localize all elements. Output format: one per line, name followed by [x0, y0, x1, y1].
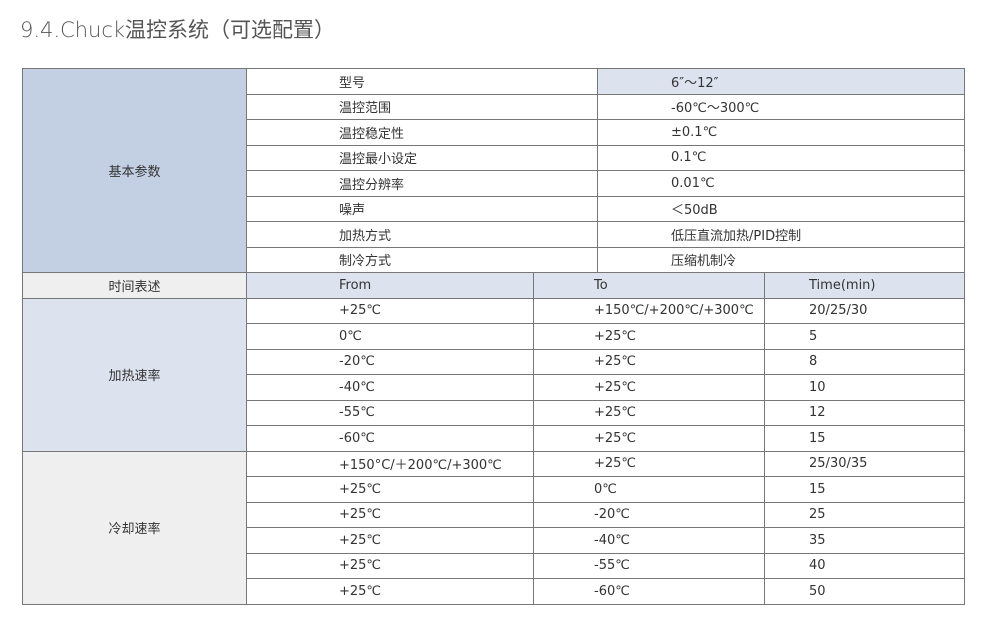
param-value: 6″～12″	[597, 68, 966, 95]
to-cell: +150℃/+200℃/+300℃	[532, 297, 766, 324]
param-value: 0.1℃	[597, 144, 966, 171]
page-title: 9.4.Chuck温控系统（可选配置）	[20, 18, 336, 42]
table-row: -40℃ +25℃ 10	[23, 374, 966, 401]
from-cell: +25℃	[246, 578, 534, 605]
table-row: -20℃ +25℃ 8	[23, 348, 966, 375]
from-cell: +150°C/＋200℃/+300℃	[246, 450, 534, 477]
param-name: 加热方式	[245, 221, 599, 248]
param-name: 型号	[245, 68, 599, 95]
table-row: 时间表述 From To Time(min)	[22, 272, 966, 299]
param-name: 温控分辨率	[245, 170, 599, 197]
param-name: 制冷方式	[245, 246, 599, 273]
table-row: +25℃ 0℃ 15	[23, 476, 966, 503]
time-cell: 12	[764, 399, 966, 426]
table-row: 0℃ +25℃ 5	[23, 323, 966, 350]
table-row: +25℃ -40℃ 35	[23, 527, 966, 554]
param-name: 温控最小设定	[245, 144, 599, 171]
table-row: 温控分辨率 0.01℃	[23, 170, 966, 197]
time-cell: 25	[764, 501, 966, 528]
from-cell: +25℃	[246, 501, 534, 528]
section-label: 时间表述	[22, 272, 247, 299]
table-row: 基本参数 型号 6″～12″	[22, 68, 966, 273]
to-cell: +25℃	[532, 399, 766, 426]
column-header: To	[532, 272, 766, 299]
to-cell: -20℃	[532, 501, 766, 528]
to-cell: +25℃	[532, 450, 766, 477]
param-value: 0.01℃	[597, 170, 966, 197]
table-body: 基本参数 型号 6″～12″ 温控范围 -60℃～300℃ 温控稳定性 ±0.1℃ 温控最小设…	[22, 68, 966, 605]
time-cell: 8	[764, 348, 966, 375]
param-value: ＜50dB	[597, 195, 966, 222]
from-cell: +25℃	[246, 476, 534, 503]
time-cell: 20/25/30	[764, 297, 966, 324]
time-cell: 40	[764, 552, 966, 579]
spec-table: 基本参数 型号 6″～12″ 温控范围 -60℃～300℃ 温控稳定性 ±0.1℃ 温控最小设…	[22, 68, 966, 605]
from-cell: +25℃	[246, 552, 534, 579]
table-row: 温控稳定性 ±0.1℃	[23, 119, 966, 146]
column-header: From	[246, 272, 534, 299]
from-cell: -55℃	[246, 399, 534, 426]
param-value: 压缩机制冷	[597, 246, 966, 273]
table-row: 温控范围 -60℃～300℃	[23, 93, 966, 120]
time-cell: 15	[764, 476, 966, 503]
param-value: ±0.1℃	[597, 119, 966, 146]
time-cell: 50	[764, 578, 966, 605]
table-row: +25℃ -60℃ 50	[23, 578, 966, 605]
to-cell: 0℃	[532, 476, 766, 503]
section-label: 冷却速率	[22, 450, 247, 605]
to-cell: +25℃	[532, 323, 766, 350]
to-cell: +25℃	[532, 374, 766, 401]
table-row: 冷却速率 +150°C/＋200℃/+300℃ +25℃ 25/30/35	[22, 450, 966, 605]
to-cell: +25℃	[532, 425, 766, 452]
to-cell: -60℃	[532, 578, 766, 605]
to-cell: -55℃	[532, 552, 766, 579]
time-cell: 35	[764, 527, 966, 554]
table-row: 温控最小设定 0.1℃	[23, 144, 966, 171]
time-cell: 10	[764, 374, 966, 401]
table-row: -60℃ +25℃ 15	[23, 425, 966, 452]
from-cell: -20℃	[246, 348, 534, 375]
from-cell: -40℃	[246, 374, 534, 401]
param-value: -60℃～300℃	[597, 93, 966, 120]
param-name: 温控范围	[245, 93, 599, 120]
from-cell: +25℃	[246, 527, 534, 554]
table-row: 加热速率 +25℃ +150℃/+200℃/+300℃ 20/25/30	[22, 297, 966, 452]
table-row: +25℃ -55℃ 40	[23, 552, 966, 579]
time-cell: 15	[764, 425, 966, 452]
from-cell: -60℃	[246, 425, 534, 452]
param-name: 噪声	[245, 195, 599, 222]
table-row: 加热方式 低压直流加热/PID控制	[23, 221, 966, 248]
param-value: 低压直流加热/PID控制	[597, 221, 966, 248]
from-cell: +25℃	[246, 297, 534, 324]
param-name: 温控稳定性	[245, 119, 599, 146]
from-cell: 0℃	[246, 323, 534, 350]
time-cell: 25/30/35	[764, 450, 966, 477]
time-cell: 5	[764, 323, 966, 350]
section-label: 加热速率	[22, 297, 247, 452]
table-row: 制冷方式 压缩机制冷	[23, 246, 966, 273]
to-cell: -40℃	[532, 527, 766, 554]
to-cell: +25℃	[532, 348, 766, 375]
column-header: Time(min)	[764, 272, 966, 299]
table-row: 噪声 ＜50dB	[23, 195, 966, 222]
table-row: +25℃ -20℃ 25	[23, 501, 966, 528]
section-label: 基本参数	[22, 68, 247, 273]
